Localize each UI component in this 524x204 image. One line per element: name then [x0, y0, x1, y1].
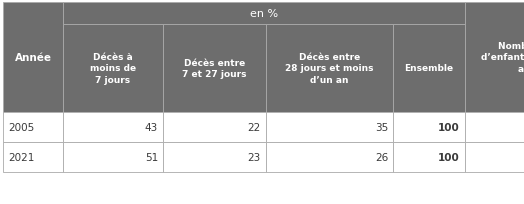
Bar — [163, 25, 266, 112]
Bar — [465, 142, 524, 172]
Text: Décès entre
7 et 27 jours: Décès entre 7 et 27 jours — [182, 59, 247, 79]
Text: en %: en % — [250, 9, 278, 19]
Bar — [63, 25, 163, 112]
Bar — [3, 112, 63, 142]
Text: Décès entre
28 jours et moins
d’un an: Décès entre 28 jours et moins d’un an — [285, 53, 374, 84]
Bar — [3, 142, 63, 172]
Text: 43: 43 — [145, 122, 158, 132]
Bar — [163, 142, 266, 172]
Text: 2005: 2005 — [8, 122, 34, 132]
Bar — [63, 112, 163, 142]
Bar — [266, 142, 393, 172]
Bar — [163, 112, 266, 142]
Text: 26: 26 — [375, 152, 388, 162]
Text: 23: 23 — [248, 152, 261, 162]
Text: 51: 51 — [145, 152, 158, 162]
Text: 2021: 2021 — [8, 152, 35, 162]
Bar — [63, 3, 465, 25]
Text: Ensemble: Ensemble — [405, 64, 454, 73]
Text: Nombre de décès
d’enfants de moins d’un
an révolu: Nombre de décès d’enfants de moins d’un … — [481, 42, 524, 73]
Text: 100: 100 — [438, 152, 460, 162]
Bar — [465, 112, 524, 142]
Bar — [63, 142, 163, 172]
Bar — [266, 112, 393, 142]
Bar — [393, 142, 465, 172]
Text: 35: 35 — [375, 122, 388, 132]
Text: Décès à
moins de
7 jours: Décès à moins de 7 jours — [90, 53, 136, 84]
Bar — [393, 112, 465, 142]
Text: 100: 100 — [438, 122, 460, 132]
Bar — [465, 3, 524, 112]
Bar — [393, 25, 465, 112]
Bar — [3, 3, 63, 112]
Bar — [266, 25, 393, 112]
Text: Année: Année — [15, 53, 51, 63]
Text: 22: 22 — [248, 122, 261, 132]
